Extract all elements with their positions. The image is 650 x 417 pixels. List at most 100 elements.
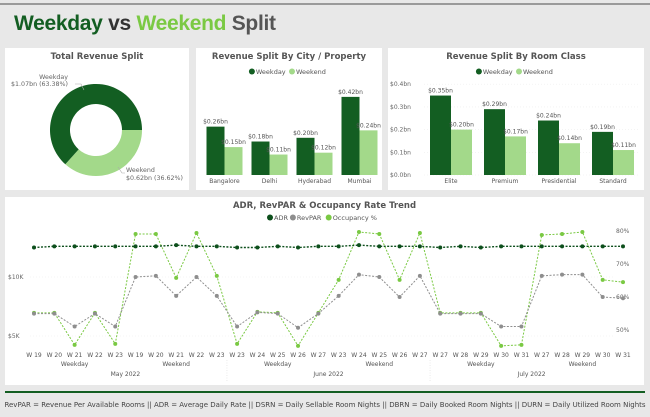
data-label: $0.12bn bbox=[311, 145, 336, 152]
x-month-label: July 2022 bbox=[517, 371, 546, 378]
data-point bbox=[397, 277, 402, 282]
data-label: $0.18bn bbox=[248, 134, 273, 141]
x-week-label: W 31 bbox=[615, 352, 631, 359]
leader-line bbox=[117, 166, 125, 174]
data-point bbox=[72, 342, 77, 347]
legend-marker bbox=[325, 214, 332, 221]
bar-weekday bbox=[206, 126, 225, 175]
data-point bbox=[194, 275, 199, 279]
y-left-tick-label: $10K bbox=[8, 274, 24, 281]
title-vs: vs bbox=[108, 12, 131, 35]
bar-weekday bbox=[341, 96, 360, 175]
data-point bbox=[235, 341, 240, 346]
data-label: $0.15bn bbox=[221, 139, 246, 146]
x-week-label: W 29 bbox=[575, 352, 591, 359]
bar-weekend bbox=[314, 152, 333, 175]
data-label: $0.19bn bbox=[590, 124, 615, 131]
data-point bbox=[32, 245, 36, 250]
x-week-label: W 31 bbox=[514, 352, 530, 359]
x-week-label: W 27 bbox=[412, 352, 428, 359]
data-point bbox=[296, 343, 301, 348]
data-label: $0.14bn bbox=[557, 135, 582, 142]
series-line-adr bbox=[33, 244, 623, 249]
x-tick-label: Hyderabad bbox=[298, 178, 331, 185]
data-point bbox=[133, 244, 138, 249]
data-point bbox=[621, 280, 625, 285]
data-label: $0.26bn bbox=[203, 119, 228, 126]
bar-weekday bbox=[484, 109, 505, 175]
legend-label: Weekend bbox=[296, 68, 326, 76]
y-right-tick-label: 50% bbox=[616, 327, 630, 334]
slice-value: $0.62bn (36.62%) bbox=[126, 175, 183, 182]
y-right-tick-label: 80% bbox=[616, 228, 630, 235]
bar-weekday bbox=[592, 131, 613, 175]
data-label: $0.20bn bbox=[449, 122, 474, 129]
x-week-label: W 22 bbox=[189, 352, 205, 359]
x-group-label: Weekend bbox=[569, 361, 597, 368]
series-line-occupancy bbox=[34, 231, 624, 347]
x-week-label: W 28 bbox=[453, 352, 469, 359]
title-split: Split bbox=[231, 12, 276, 35]
x-group-label: Weekday bbox=[467, 361, 495, 368]
data-point bbox=[174, 243, 179, 248]
x-tick-label: Presidential bbox=[542, 178, 577, 185]
bar-weekday bbox=[296, 137, 315, 175]
x-week-label: W 26 bbox=[290, 352, 306, 359]
trend-panel[interactable]: ADR, RevPAR & Occupancy Rate Trend ADR Re… bbox=[5, 197, 644, 385]
data-point bbox=[52, 244, 57, 249]
data-point bbox=[336, 293, 341, 298]
data-point bbox=[600, 277, 605, 282]
data-point bbox=[397, 295, 402, 300]
data-label: $0.20bn bbox=[293, 130, 318, 137]
x-week-label: W 20 bbox=[148, 352, 164, 359]
city-revenue-panel[interactable]: Revenue Split By City / Property Weekday… bbox=[196, 48, 382, 190]
data-point bbox=[214, 293, 219, 298]
x-week-label: W 19 bbox=[26, 352, 42, 359]
data-point bbox=[214, 244, 219, 249]
x-group-label: Weekday bbox=[61, 361, 89, 368]
panel-title: Revenue Split By City / Property bbox=[211, 52, 367, 62]
data-point bbox=[600, 295, 605, 300]
panel-title: ADR, RevPAR & Occupancy Rate Trend bbox=[232, 201, 417, 211]
data-label: $0.17bn bbox=[503, 128, 528, 135]
x-week-label: W 26 bbox=[392, 352, 408, 359]
x-group-label: Weekend bbox=[366, 361, 394, 368]
x-month-label: May 2022 bbox=[111, 371, 141, 378]
data-point bbox=[478, 311, 483, 316]
panel-title: Total Revenue Split bbox=[50, 52, 144, 62]
data-point bbox=[336, 277, 341, 282]
data-point bbox=[32, 311, 36, 316]
data-point bbox=[92, 244, 97, 249]
data-point bbox=[255, 245, 260, 250]
data-point bbox=[417, 230, 422, 235]
data-point bbox=[580, 229, 585, 234]
data-point bbox=[235, 245, 240, 250]
room-class-revenue-panel[interactable]: Revenue Split By Room Class Weekday Weeke… bbox=[388, 48, 644, 190]
legend-marker bbox=[516, 68, 522, 75]
y-tick-label: $0.2bn bbox=[390, 127, 411, 134]
bar-weekend bbox=[224, 147, 243, 175]
x-week-label: W 23 bbox=[107, 352, 123, 359]
total-revenue-split-panel[interactable]: Total Revenue Split Weekday $1.07bn (63.3… bbox=[5, 48, 189, 190]
data-point bbox=[133, 275, 138, 279]
title-weekend: Weekend bbox=[136, 12, 227, 35]
data-point bbox=[600, 244, 605, 249]
legend-marker bbox=[248, 68, 255, 75]
data-point bbox=[499, 324, 504, 329]
donut-slice-weekend bbox=[65, 130, 142, 176]
x-week-label: W 30 bbox=[595, 352, 611, 359]
data-point bbox=[539, 232, 544, 237]
data-point bbox=[133, 231, 138, 236]
data-point bbox=[438, 245, 443, 250]
x-group-label: Weekday bbox=[264, 361, 292, 368]
data-point bbox=[377, 231, 382, 236]
data-point bbox=[113, 324, 118, 329]
x-tick-label: Elite bbox=[444, 178, 457, 185]
x-week-label: W 25 bbox=[372, 352, 388, 359]
data-point bbox=[397, 244, 402, 249]
x-tick-label: Standard bbox=[599, 178, 626, 185]
x-tick-label: Mumbai bbox=[348, 178, 372, 185]
x-week-label: W 23 bbox=[331, 352, 347, 359]
data-point bbox=[621, 244, 625, 249]
